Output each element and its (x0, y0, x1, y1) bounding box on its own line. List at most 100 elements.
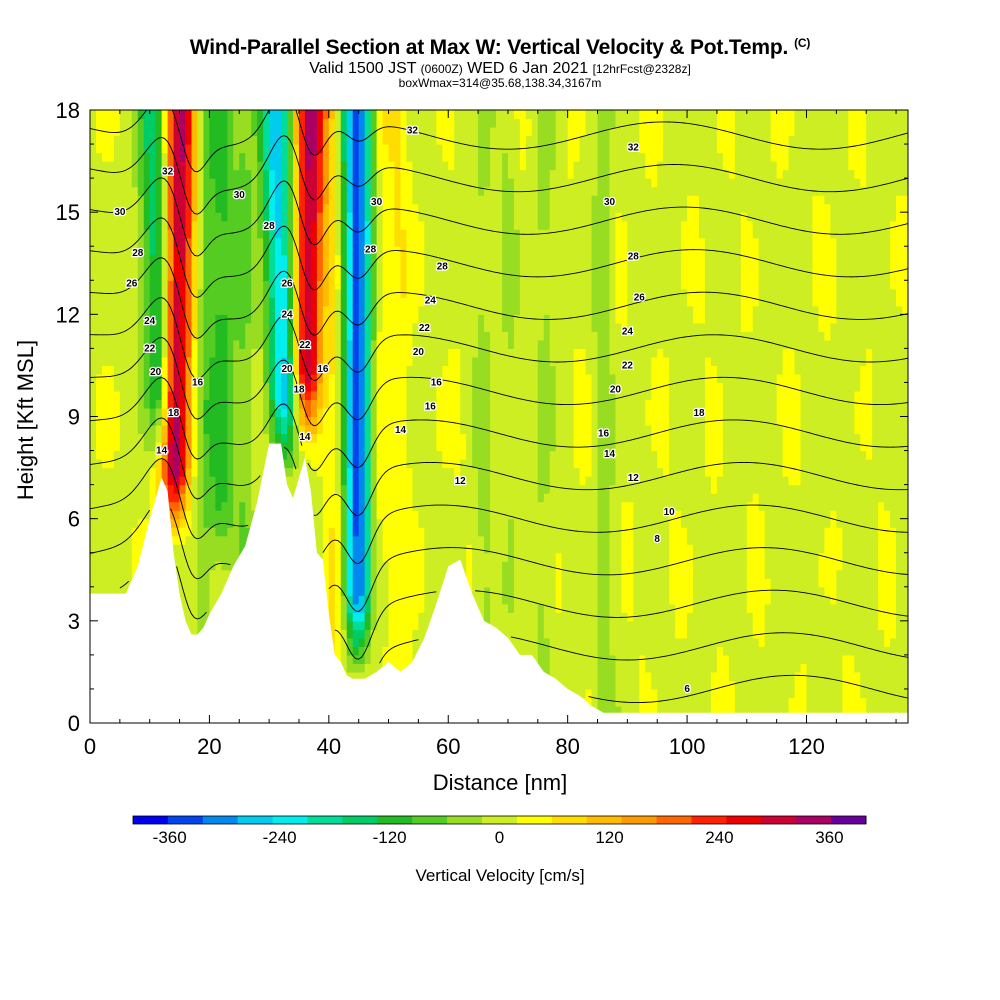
velocity-cell (251, 416, 258, 426)
velocity-cell (382, 399, 390, 409)
velocity-cell (191, 535, 199, 545)
velocity-cell (149, 186, 157, 196)
velocity-cell (179, 127, 187, 137)
velocity-cell (412, 203, 419, 213)
velocity-cell (472, 144, 479, 154)
velocity-cell (113, 186, 121, 196)
velocity-cell (131, 331, 139, 341)
velocity-cell (275, 169, 282, 179)
velocity-cell (352, 331, 360, 341)
velocity-cell (245, 390, 252, 401)
velocity-cell (484, 169, 491, 179)
velocity-cell (209, 144, 216, 154)
velocity-cell (334, 365, 342, 375)
velocity-cell (436, 339, 443, 349)
velocity-cell (257, 212, 264, 222)
velocity-cell (334, 195, 342, 205)
velocity-cell (251, 339, 258, 349)
velocity-cell (430, 450, 437, 460)
velocity-cell (490, 544, 497, 554)
velocity-cell (155, 467, 163, 477)
velocity-cell (466, 459, 473, 469)
velocity-cell (298, 322, 306, 332)
velocity-cell (436, 578, 443, 588)
velocity-cell (496, 229, 503, 239)
velocity-cell (388, 603, 396, 613)
velocity-cell (376, 595, 384, 605)
velocity-cell (101, 212, 109, 222)
velocity-cell (358, 263, 366, 273)
velocity-cell (209, 288, 216, 298)
velocity-cell (233, 178, 240, 188)
velocity-cell (107, 246, 115, 256)
velocity-cell (316, 237, 324, 247)
velocity-cell (155, 178, 163, 188)
velocity-cell (287, 305, 294, 315)
velocity-cell (239, 331, 246, 341)
velocity-cell (131, 450, 139, 460)
velocity-cell (346, 399, 354, 409)
velocity-cell (173, 527, 181, 537)
velocity-cell (334, 510, 342, 520)
velocity-cell (155, 476, 163, 486)
velocity-cell (257, 467, 264, 477)
velocity-cell (215, 348, 222, 358)
velocity-cell (496, 169, 503, 179)
velocity-cell (406, 425, 414, 435)
velocity-cell (209, 552, 216, 562)
velocity-cell (107, 433, 115, 443)
velocity-cell (388, 416, 396, 426)
velocity-cell (281, 135, 288, 145)
velocity-cell (460, 288, 467, 298)
velocity-cell (137, 433, 145, 443)
velocity-cell (358, 510, 366, 520)
velocity-cell (281, 271, 288, 281)
velocity-cell (358, 467, 366, 477)
velocity-cell (436, 450, 443, 460)
velocity-cell (376, 416, 384, 426)
velocity-cell (304, 271, 312, 281)
velocity-cell (239, 246, 246, 256)
velocity-cell (400, 382, 408, 392)
velocity-cell (155, 416, 163, 426)
velocity-cell (257, 305, 264, 315)
velocity-cell (436, 476, 443, 486)
velocity-cell (161, 152, 169, 162)
velocity-cell (173, 178, 181, 188)
velocity-cell (269, 365, 276, 375)
velocity-cell (496, 356, 503, 367)
velocity-cell (113, 476, 121, 486)
velocity-cell (412, 237, 419, 247)
velocity-cell (394, 297, 402, 307)
velocity-cell (406, 527, 414, 537)
velocity-cell (107, 390, 115, 401)
velocity-cell (418, 620, 425, 630)
velocity-cell (376, 442, 384, 452)
velocity-cell (298, 373, 306, 384)
velocity-cell (191, 297, 199, 307)
velocity-cell (316, 118, 324, 128)
velocity-cell (185, 339, 193, 349)
velocity-cell (215, 459, 222, 469)
velocity-cell (245, 280, 252, 290)
velocity-cell (388, 280, 396, 290)
velocity-cell (275, 280, 282, 290)
velocity-cell (293, 212, 300, 222)
velocity-cell (90, 203, 97, 213)
velocity-cell (215, 442, 222, 452)
velocity-cell (472, 459, 479, 469)
velocity-cell (95, 578, 103, 588)
velocity-cell (340, 467, 348, 477)
velocity-cell (125, 305, 133, 315)
velocity-cell (113, 518, 121, 528)
velocity-cell (167, 152, 175, 162)
velocity-cell (496, 297, 503, 307)
velocity-cell (137, 127, 145, 137)
velocity-cell (209, 297, 216, 307)
velocity-cell (472, 297, 479, 307)
velocity-cell (90, 373, 97, 384)
velocity-cell (472, 280, 479, 290)
velocity-cell (370, 663, 378, 673)
velocity-cell (263, 425, 270, 435)
velocity-cell (149, 459, 157, 469)
